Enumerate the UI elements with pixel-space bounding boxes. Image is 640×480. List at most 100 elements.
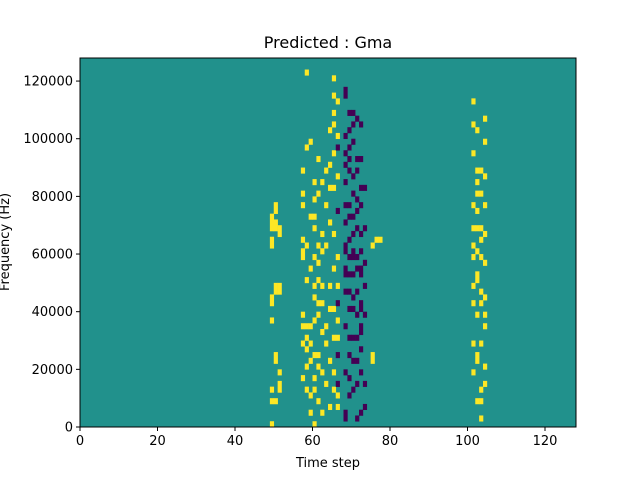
heatmap-cell — [355, 225, 360, 232]
heatmap-cell — [308, 340, 313, 347]
heatmap-cell — [374, 236, 379, 243]
heatmap-cell — [351, 334, 356, 341]
heatmap-cell — [351, 357, 356, 364]
heatmap-cell — [370, 352, 375, 364]
heatmap-cell — [277, 282, 282, 295]
heatmap-cell — [277, 380, 282, 393]
heatmap-cell — [343, 161, 348, 168]
y-tick-label: 120000 — [23, 75, 73, 90]
heatmap-cell — [347, 167, 352, 174]
heatmap-cell — [331, 265, 337, 272]
y-tick-label: 80000 — [32, 190, 73, 205]
heatmap-cell — [483, 259, 488, 266]
heatmap-cell — [328, 184, 333, 191]
x-tick-label: 80 — [382, 434, 399, 449]
y-tick-label: 60000 — [32, 248, 73, 263]
heatmap-cell — [335, 144, 340, 151]
heatmap-cell — [308, 392, 313, 399]
heatmap-cell — [304, 346, 309, 353]
heatmap-cell — [328, 127, 333, 134]
heatmap-cell — [351, 294, 356, 301]
heatmap-cell — [355, 357, 360, 364]
heatmap-cell — [316, 300, 321, 307]
heatmap-cell — [359, 230, 364, 238]
heatmap-cell — [362, 184, 368, 191]
heatmap-cell — [269, 317, 275, 324]
heatmap-cell — [343, 242, 348, 255]
heatmap-cell — [308, 409, 313, 416]
heatmap-cell — [324, 167, 329, 174]
heatmap-cell — [347, 375, 352, 382]
heatmap-cell — [312, 386, 317, 393]
heatmap-cell — [335, 352, 340, 359]
heatmap-cell — [328, 161, 333, 168]
heatmap-cell — [312, 421, 317, 428]
heatmap-cell — [312, 213, 317, 220]
heatmap-cell — [335, 392, 340, 399]
heatmap-cell — [320, 230, 325, 238]
heatmap-cell — [312, 282, 317, 289]
heatmap-cell — [304, 144, 309, 151]
heatmap-cell — [479, 254, 484, 261]
heatmap-cell — [355, 196, 360, 203]
heatmap-cell — [471, 225, 476, 232]
heatmap-cell — [351, 138, 356, 145]
heatmap-cell — [300, 236, 306, 243]
heatmap-cell — [320, 179, 325, 186]
heatmap-cell — [355, 115, 360, 122]
heatmap-cell — [475, 398, 480, 405]
heatmap-cell — [343, 219, 348, 226]
heatmap-cell — [359, 346, 364, 353]
heatmap-cell — [335, 403, 340, 411]
heatmap-cell — [355, 207, 360, 214]
heatmap-cell — [347, 352, 352, 359]
heatmap-cell — [475, 179, 480, 186]
heatmap-cell — [324, 202, 329, 209]
heatmap-cell — [351, 190, 356, 197]
heatmap-cell — [483, 138, 488, 145]
heatmap-cell — [483, 173, 488, 180]
heatmap-cell — [343, 288, 348, 295]
heatmap-cell — [351, 386, 356, 393]
heatmap-cell — [355, 311, 360, 318]
heatmap-cell — [328, 282, 333, 289]
heatmap-cell — [331, 184, 337, 191]
heatmap-cell — [335, 334, 340, 341]
heatmap-cell — [347, 109, 352, 116]
heatmap-cell — [335, 207, 340, 214]
heatmap-cell — [347, 288, 352, 295]
x-tick-label: 20 — [149, 434, 166, 449]
heatmap-cell — [351, 271, 356, 278]
heatmap-cell — [331, 75, 337, 82]
heatmap-cell — [273, 202, 278, 214]
heatmap-cell — [355, 415, 360, 422]
heatmap-cell — [475, 127, 480, 134]
heatmap-cell — [359, 265, 364, 278]
heatmap-cell — [471, 300, 476, 307]
heatmap-cell — [343, 132, 348, 140]
y-tick-label: 40000 — [32, 305, 73, 320]
heatmap-cell — [300, 190, 306, 197]
heatmap-cells — [80, 58, 576, 428]
heatmap-cell — [355, 288, 360, 295]
heatmap-cell — [335, 300, 340, 307]
heatmap-cell — [269, 213, 275, 232]
heatmap-cell — [475, 271, 480, 284]
heatmap-cell — [331, 386, 337, 393]
heatmap-cell — [347, 213, 352, 220]
heatmap-cell — [324, 323, 329, 330]
heatmap-cell — [312, 254, 317, 261]
heatmap-cell — [328, 403, 333, 411]
heatmap-cell — [312, 294, 317, 301]
x-tick-label: 100 — [455, 434, 480, 449]
heatmap-cell — [320, 300, 325, 307]
heatmap-cell — [475, 248, 480, 255]
heatmap-cell — [359, 323, 364, 336]
heatmap-cell — [483, 311, 488, 318]
heatmap-cell — [479, 398, 484, 405]
heatmap-cell — [471, 150, 476, 157]
heatmap-cell — [479, 236, 484, 243]
heatmap-cell — [347, 392, 352, 399]
x-tick-label: 60 — [304, 434, 321, 449]
